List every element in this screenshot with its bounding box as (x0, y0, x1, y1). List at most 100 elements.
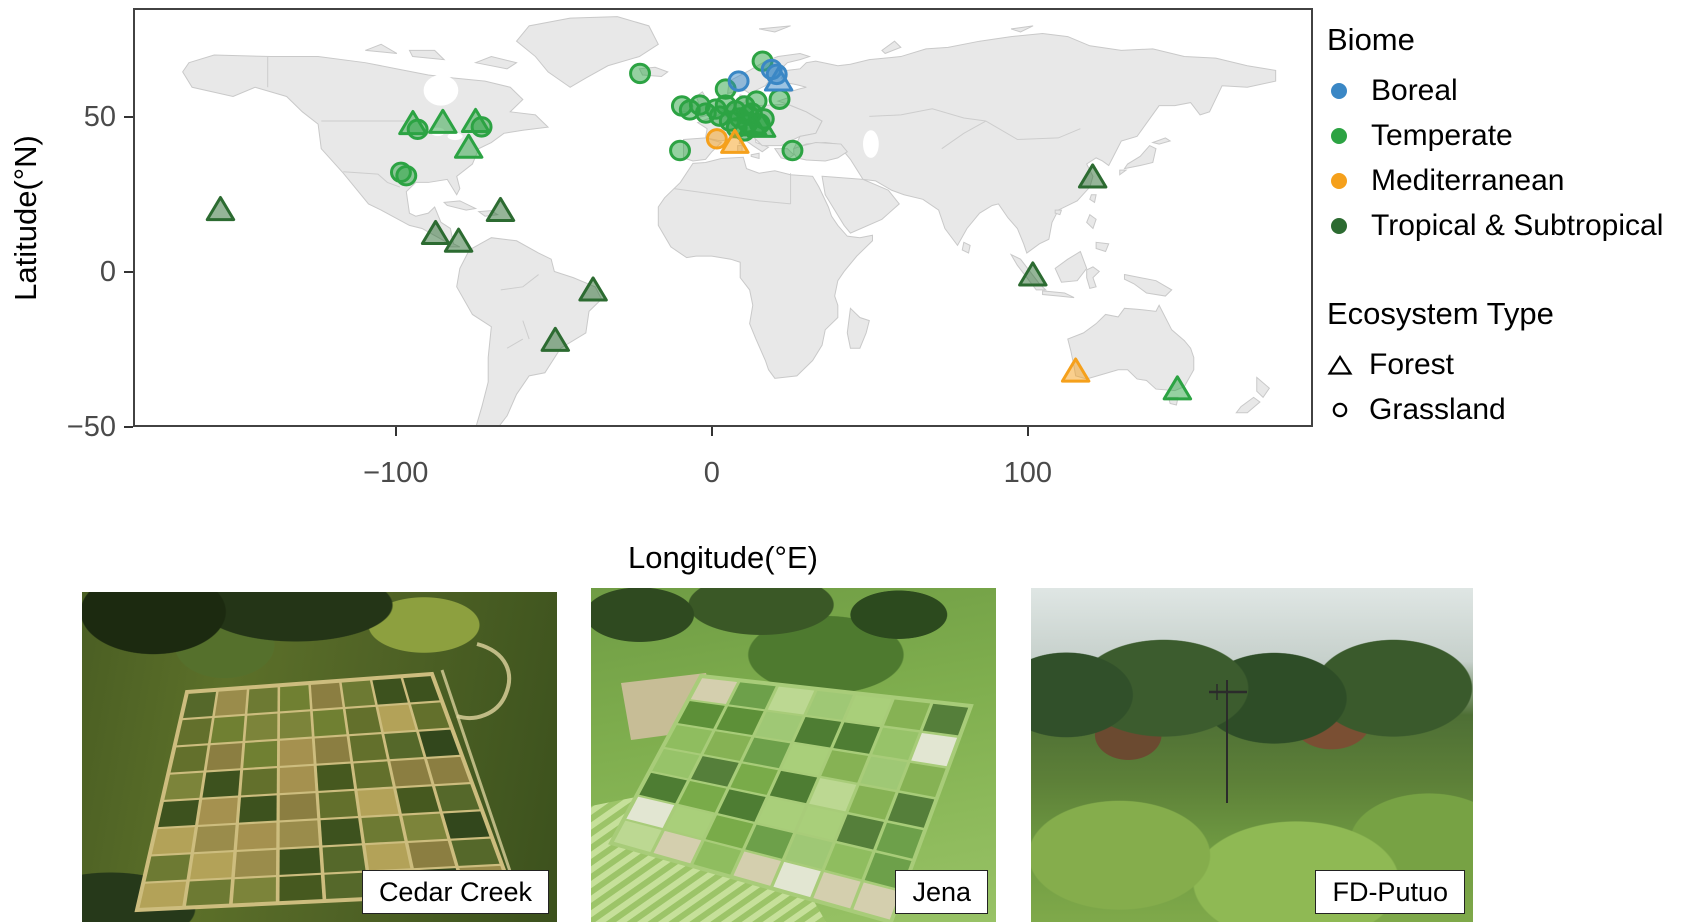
legend-item-boreal: Boreal (1327, 68, 1687, 113)
plot-cell (785, 833, 833, 870)
photo-caption: Jena (895, 870, 988, 914)
legend: Biome Boreal Temperate Mediterranean Tro… (1327, 22, 1687, 432)
plot-cell (809, 778, 857, 812)
site-marker (722, 130, 748, 152)
legend-item-tropical: Tropical & Subtropical (1327, 203, 1687, 248)
site-marker (770, 90, 789, 108)
plot-cell (745, 824, 794, 859)
plot-cell (163, 772, 204, 800)
plot-grid-outline (608, 673, 974, 922)
plot-cell (806, 690, 854, 720)
x-tick-mark (394, 427, 398, 436)
site-marker (487, 198, 513, 220)
plot-cell (813, 872, 861, 910)
y-tick-mark (124, 115, 133, 119)
plot-cell (853, 882, 901, 921)
site-marker (740, 113, 766, 135)
y-axis-title: Latitude(°N) (8, 135, 43, 301)
y-tick-mark (124, 425, 133, 429)
legend-biome-title: Biome (1327, 22, 1415, 57)
x-tick-label: 0 (703, 457, 720, 489)
plot-cell (176, 718, 212, 746)
legend-label: Boreal (1371, 73, 1458, 107)
plot-cell (728, 681, 777, 710)
plot-cell (703, 731, 752, 761)
site-marker (422, 221, 448, 243)
plot-cell (206, 743, 243, 771)
plot-cell (408, 840, 456, 869)
site-marker (400, 112, 426, 134)
plot-cell (234, 849, 277, 878)
plot-cell (241, 768, 277, 796)
plot-cell (876, 822, 924, 859)
mediterranean-dot-icon (1331, 172, 1347, 189)
plot-cell (390, 759, 432, 787)
plot-cell (214, 688, 247, 716)
plot-cell (314, 736, 351, 764)
plot-cell (402, 813, 448, 841)
y-tick-label: 0 (99, 255, 116, 288)
plot-cell (757, 797, 806, 831)
legend-item-temperate: Temperate (1327, 113, 1687, 158)
plot-cell (198, 797, 238, 825)
plot-cell (665, 805, 714, 839)
plot-cell (691, 756, 739, 787)
site-marker (207, 197, 233, 219)
plot-cell (145, 854, 191, 882)
x-tick-label: 100 (1003, 457, 1053, 489)
plot-cell (836, 814, 884, 850)
country-borders (268, 57, 1081, 349)
plot-cell (322, 845, 366, 873)
plot-cell (279, 874, 323, 903)
legend-label: Tropical & Subtropical (1371, 208, 1664, 242)
plot-cell (717, 789, 766, 822)
plot-cell (653, 830, 702, 865)
plot-cell (247, 686, 278, 714)
plot-cell (845, 694, 892, 725)
plot-cell (443, 811, 490, 839)
plot-cell (243, 740, 278, 769)
plot-cell (782, 743, 830, 776)
photo-illustration (591, 673, 974, 922)
site-marker (747, 92, 766, 110)
plot-cell (238, 795, 277, 823)
plot-cell (279, 711, 312, 739)
x-tick-label: −100 (363, 457, 429, 489)
plot-cell (651, 748, 700, 779)
site-marker (397, 166, 416, 184)
plot-cell (372, 677, 408, 705)
y-tick-mark (124, 270, 133, 274)
plot-cell (427, 756, 471, 785)
plot-cell (887, 792, 935, 828)
plot-cell (625, 796, 675, 829)
plot-cell (824, 843, 873, 880)
legend-label: Forest (1369, 347, 1455, 381)
site-marker (707, 130, 726, 148)
plot-cell (318, 790, 358, 819)
plot-cell (279, 684, 311, 712)
plot-cell (794, 717, 842, 748)
site-marker (542, 328, 568, 350)
plot-cell (797, 806, 845, 841)
plot-cell (245, 713, 278, 741)
site-marker (631, 64, 650, 82)
plot-cell (677, 701, 725, 729)
site-marker (671, 141, 690, 159)
site-marker (445, 229, 471, 251)
plot-cell (182, 690, 217, 719)
plot-cell (312, 709, 347, 737)
plot-cell (210, 715, 245, 744)
plot-cell (821, 750, 869, 783)
plot-cell (716, 706, 764, 736)
plot-cell (151, 827, 195, 855)
plot-cell (279, 765, 316, 794)
legend-label: Mediterranean (1371, 163, 1565, 197)
grassland-circle-icon (1332, 402, 1348, 417)
plot-cell (357, 788, 399, 816)
plot-cell (664, 724, 713, 754)
plot-cell (236, 822, 277, 850)
plot-cell (755, 711, 803, 742)
plot-cell (690, 677, 738, 704)
site-marker (729, 72, 748, 90)
